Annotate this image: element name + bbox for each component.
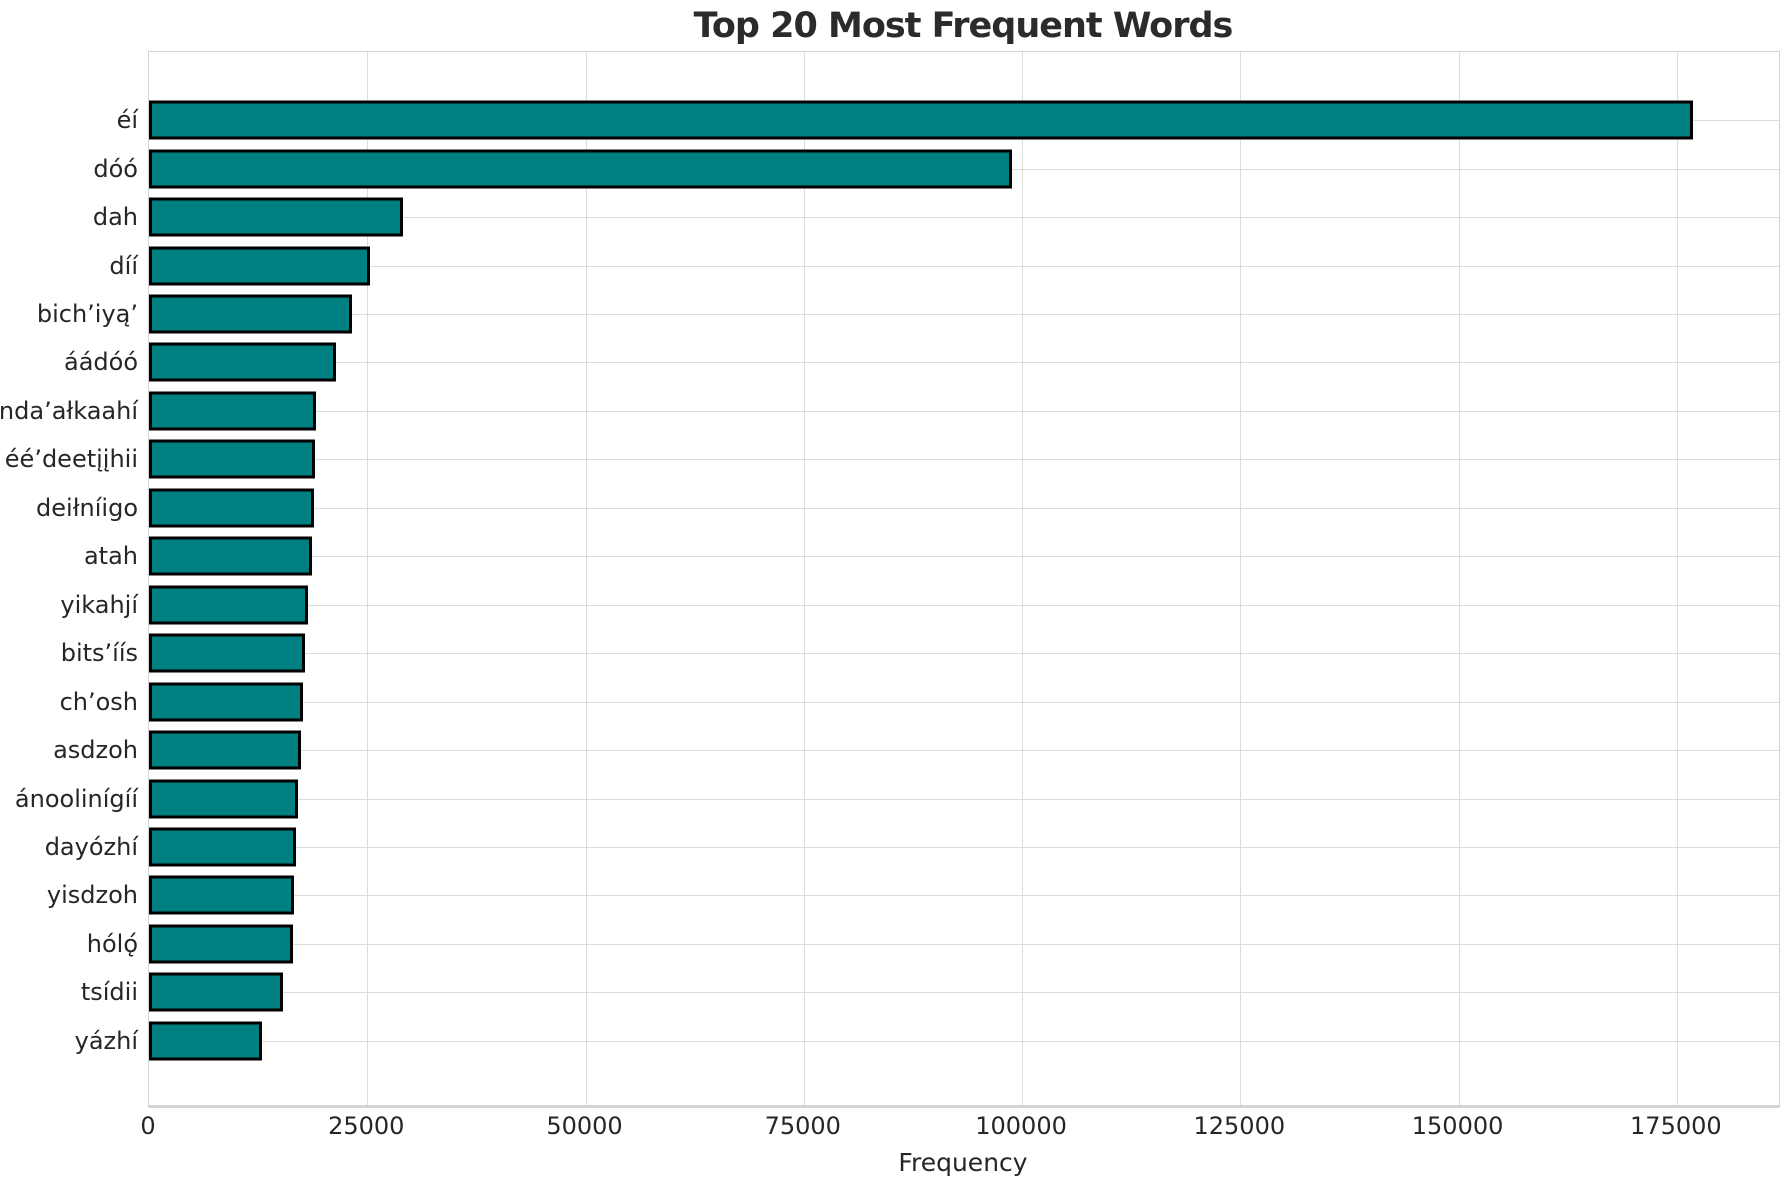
- y-tick-label: dah: [92, 203, 138, 232]
- y-gridline: [149, 847, 1779, 849]
- y-gridline: [149, 265, 1779, 267]
- x-gridline: [1458, 52, 1460, 1105]
- x-tick-label: 0: [140, 1112, 156, 1140]
- bar: [149, 827, 296, 867]
- bar-row: dóó: [93, 144, 1779, 192]
- x-tick-label: 100000: [975, 1112, 1067, 1140]
- y-gridline: [149, 410, 1779, 412]
- bar-row: bich’iyą’: [37, 290, 1779, 338]
- bar: [149, 100, 1693, 140]
- y-tick-label: hólǫ́: [86, 929, 138, 958]
- bar: [149, 246, 370, 286]
- x-tick-label: 175000: [1630, 1112, 1722, 1140]
- bar: [149, 488, 315, 528]
- y-gridline: [149, 895, 1779, 897]
- bar: [149, 972, 284, 1012]
- bar-row: hólǫ́: [87, 920, 1779, 968]
- x-tick-label: 25000: [328, 1112, 405, 1140]
- y-tick-label: dayózhí: [44, 833, 138, 862]
- y-tick-label: atah: [83, 542, 138, 571]
- y-gridline: [149, 217, 1779, 219]
- bar: [149, 536, 313, 576]
- bar: [149, 439, 315, 479]
- bar: [149, 1021, 263, 1061]
- bar: [149, 682, 303, 722]
- bar-row: nda’ałkaahí: [0, 387, 1779, 435]
- y-gridline: [149, 798, 1779, 800]
- y-tick-label: yikahjí: [60, 590, 138, 619]
- y-tick-label: áádóó: [63, 348, 138, 377]
- x-tick-label: 75000: [764, 1112, 841, 1140]
- y-tick-label: yázhí: [74, 1026, 138, 1055]
- y-gridline: [149, 653, 1779, 655]
- bar-row: ch’osh: [60, 677, 1779, 725]
- x-tick-label: 150000: [1411, 1112, 1504, 1140]
- y-tick-label: ánoolinígíí: [14, 784, 138, 813]
- y-gridline: [149, 750, 1779, 752]
- bar-row: éí: [117, 96, 1779, 144]
- bar-row: dayózhí: [45, 823, 1779, 871]
- y-tick-label: ch’osh: [59, 687, 138, 716]
- y-gridline: [149, 992, 1779, 994]
- bar-row: yikahjí: [60, 581, 1779, 629]
- bar: [149, 875, 294, 915]
- x-gridline: [1022, 52, 1024, 1105]
- bar-row: bits’íís: [61, 629, 1779, 677]
- bar-row: áádóó: [64, 338, 1779, 386]
- bar: [149, 924, 294, 964]
- bar: [149, 294, 353, 334]
- x-tick-label: 125000: [1193, 1112, 1286, 1140]
- x-gridline: [1240, 52, 1242, 1105]
- bar-row: tsídii: [81, 968, 1779, 1016]
- bar-row: asdzoh: [53, 726, 1779, 774]
- bar-row: yisdzoh: [47, 871, 1779, 919]
- bar: [149, 342, 336, 382]
- y-gridline: [149, 507, 1779, 509]
- y-tick-label: yisdzoh: [46, 881, 138, 910]
- y-gridline: [149, 604, 1779, 606]
- x-gridline: [585, 52, 587, 1105]
- bar-row: éé’deetįįhii: [5, 435, 1779, 483]
- y-tick-label: éí: [116, 106, 138, 135]
- bar-row: yázhí: [75, 1017, 1779, 1065]
- bar-row: díí: [109, 241, 1779, 289]
- x-axis-title: Frequency: [898, 1148, 1028, 1177]
- y-tick-label: dóó: [93, 154, 138, 183]
- y-gridline: [149, 556, 1779, 558]
- y-tick-label: díí: [109, 251, 138, 280]
- y-tick-label: bich’iyą’: [36, 300, 138, 329]
- y-tick-label: éé’deetįįhii: [4, 445, 138, 474]
- y-gridline: [149, 1040, 1779, 1042]
- bar: [149, 730, 301, 770]
- bar: [149, 779, 299, 819]
- bar-row: atah: [84, 532, 1779, 580]
- plot-area: éí dóó dah díí bich’iyą’ áádóó nda’ałkaahí éé’d…: [0, 51, 1780, 1108]
- y-gridline: [149, 459, 1779, 461]
- y-gridline: [149, 701, 1779, 703]
- x-gridline: [367, 52, 369, 1105]
- y-tick-label: deiłníigo: [36, 493, 138, 522]
- bar: [149, 391, 316, 431]
- bar-row: deiłníigo: [36, 484, 1779, 532]
- chart-title: Top 20 Most Frequent Words: [693, 6, 1234, 46]
- x-gridline: [803, 52, 805, 1105]
- y-tick-label: asdzoh: [53, 736, 138, 765]
- x-tick-label: 50000: [546, 1112, 623, 1140]
- y-tick-label: nda’ałkaahí: [0, 396, 138, 425]
- bars-container: éí dóó dah díí bich’iyą’ áádóó nda’ałkaahí éé’d…: [0, 52, 1779, 1105]
- y-tick-label: bits’íís: [60, 639, 138, 668]
- bar: [149, 197, 404, 237]
- x-gridline: [1676, 52, 1678, 1105]
- bar: [149, 149, 1013, 189]
- y-gridline: [149, 362, 1779, 364]
- bar-row: dah: [93, 193, 1779, 241]
- y-tick-label: tsídii: [80, 978, 138, 1007]
- y-gridline: [149, 943, 1779, 945]
- bar-row: ánoolinígíí: [15, 774, 1779, 822]
- bar: [149, 585, 308, 625]
- y-gridline: [149, 314, 1779, 316]
- bar: [149, 633, 306, 673]
